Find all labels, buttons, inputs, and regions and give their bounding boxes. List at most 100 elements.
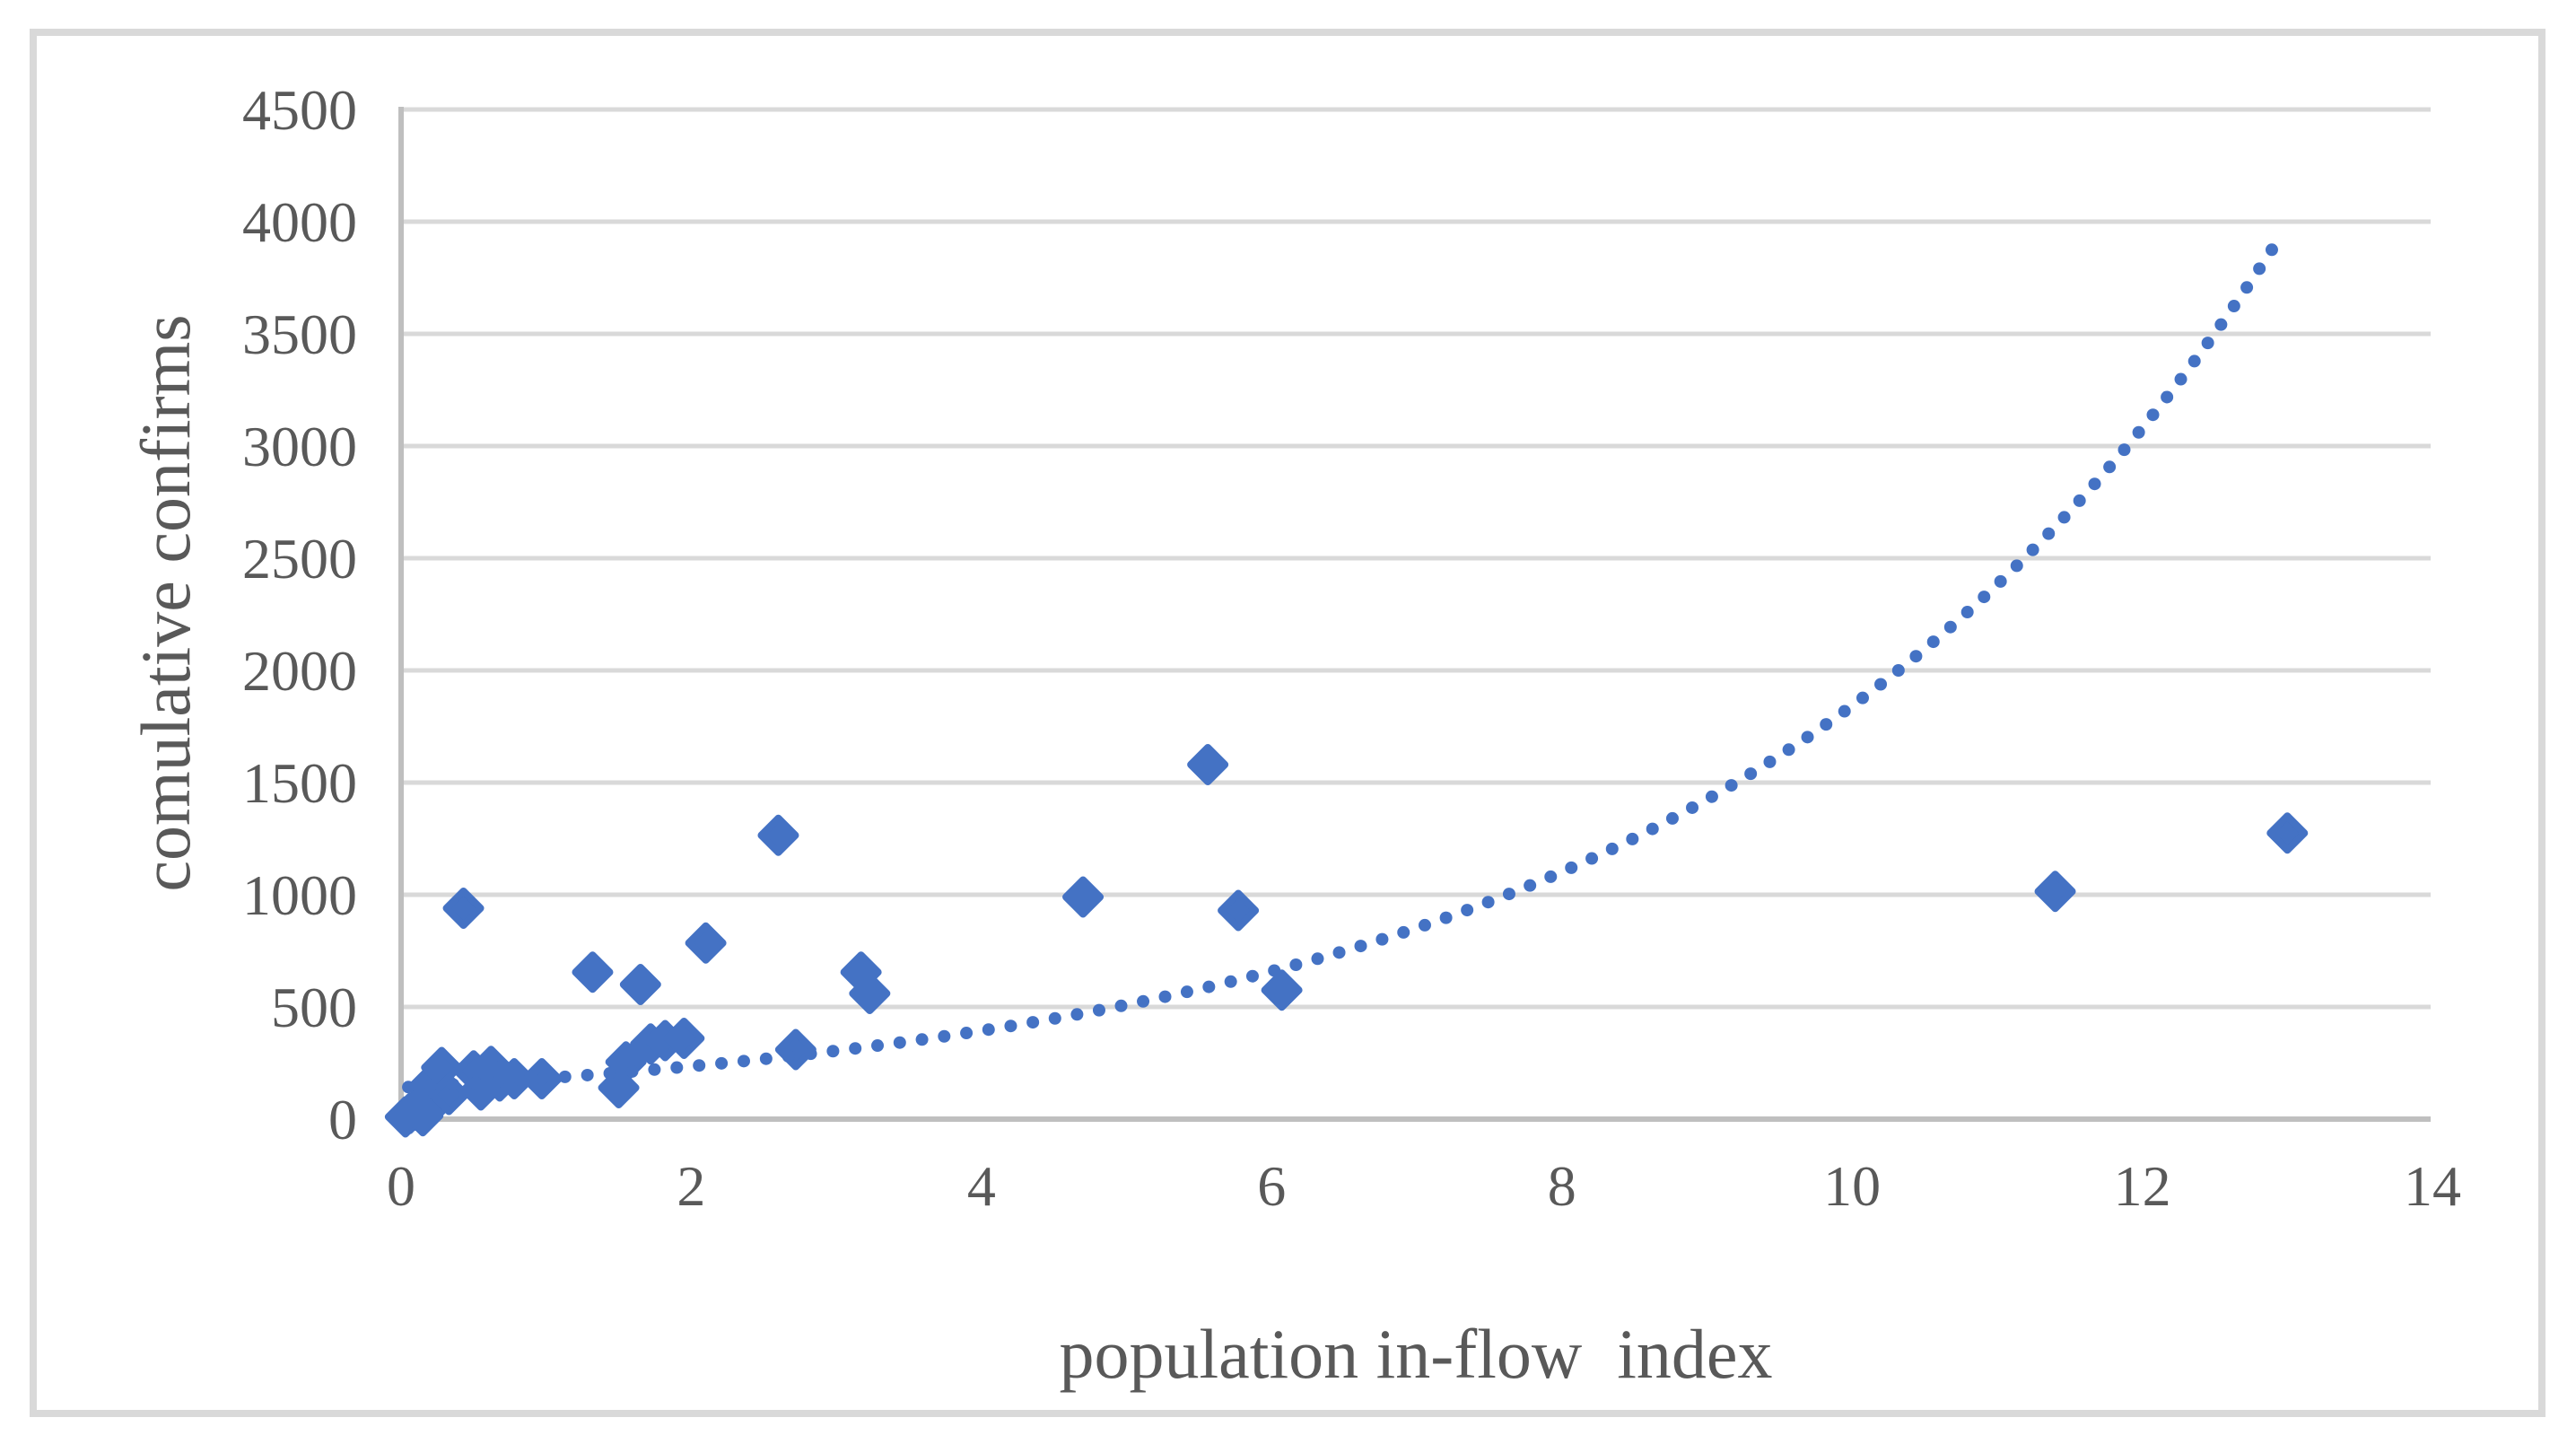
y-tick-label: 0 bbox=[328, 1088, 357, 1151]
trendline-dot bbox=[513, 1073, 527, 1087]
trendline-dot bbox=[2201, 337, 2214, 350]
trendline-dot bbox=[2026, 543, 2039, 556]
trendline-dot bbox=[960, 1027, 974, 1040]
trendline-dot bbox=[2161, 390, 2174, 404]
trendline-dot bbox=[2057, 511, 2071, 524]
chart-border bbox=[30, 29, 2545, 1417]
trendline-dot bbox=[1268, 964, 1281, 977]
y-tick-label: 3500 bbox=[242, 302, 357, 366]
trendline-dot bbox=[1311, 952, 1324, 966]
trendline-dot bbox=[2073, 494, 2086, 507]
trendline-dot bbox=[424, 1079, 438, 1092]
y-tick-label: 2500 bbox=[242, 527, 357, 591]
y-tick-label: 500 bbox=[271, 976, 357, 1039]
trendline-dot bbox=[1524, 879, 1537, 892]
trendline-dot bbox=[1978, 591, 1991, 604]
x-tick-label: 0 bbox=[387, 1154, 415, 1218]
trendline-dot bbox=[1544, 870, 1558, 883]
trendline-dot bbox=[759, 1052, 773, 1065]
trendline-dot bbox=[1926, 635, 1940, 649]
trendline-dot bbox=[1665, 811, 1679, 825]
trendline-dot bbox=[1763, 755, 1777, 768]
x-tick-label: 8 bbox=[1548, 1154, 1576, 1218]
trendline-dot bbox=[804, 1047, 817, 1061]
trendline-dot bbox=[1686, 801, 1699, 814]
trendline-dot bbox=[1289, 958, 1303, 971]
scatter-point bbox=[2034, 871, 2076, 913]
trendline-dot bbox=[1874, 678, 1888, 691]
trendline-dot bbox=[1092, 1003, 1105, 1017]
trendline-dot bbox=[625, 1064, 639, 1078]
trendline-dot bbox=[2132, 425, 2145, 439]
trendline-dot bbox=[2146, 408, 2160, 422]
scatter-point bbox=[663, 1018, 705, 1059]
trendline-dot bbox=[2010, 559, 2023, 573]
scatter-point bbox=[1187, 744, 1229, 785]
trendline-dot bbox=[1801, 731, 1814, 744]
trendline-dot bbox=[693, 1059, 706, 1072]
trendline-dot bbox=[737, 1055, 750, 1068]
y-tick-label: 3000 bbox=[242, 415, 357, 478]
trendline-dot bbox=[1626, 832, 1639, 845]
scatter-point bbox=[1062, 876, 1105, 918]
trendline-dot bbox=[1354, 940, 1367, 953]
trendline-dot bbox=[1782, 743, 1795, 757]
trendline-dot bbox=[1114, 999, 1128, 1012]
trendline-dot bbox=[826, 1045, 840, 1058]
trendline-dot bbox=[893, 1036, 906, 1049]
y-tick-label: 4500 bbox=[242, 78, 357, 142]
trendline-dot bbox=[1705, 790, 1718, 803]
scatter-point bbox=[849, 973, 891, 1014]
trendline-dot bbox=[1202, 980, 1216, 993]
scatter-point bbox=[1218, 889, 1260, 932]
trendline-dot bbox=[1744, 767, 1758, 781]
trendline-dot bbox=[468, 1076, 482, 1090]
trendline-dot bbox=[558, 1070, 572, 1083]
scatter-point bbox=[757, 814, 799, 856]
trendline-dot bbox=[1820, 718, 1833, 731]
scatter-point bbox=[619, 964, 661, 1005]
x-axis-title: population in-flow index bbox=[1059, 1315, 1773, 1393]
trendline-dot bbox=[1725, 779, 1738, 792]
trendline-dot bbox=[670, 1061, 684, 1074]
scatter-point bbox=[685, 922, 727, 964]
y-tick-label: 1500 bbox=[242, 751, 357, 815]
trendline-dot bbox=[1585, 852, 1599, 865]
trendline-dot bbox=[1461, 904, 1474, 917]
trendline-dot bbox=[1439, 911, 1453, 924]
trendline-dot bbox=[1960, 606, 1974, 619]
scatter-point bbox=[442, 888, 485, 929]
trendline-dot bbox=[2214, 318, 2228, 331]
x-tick-label: 12 bbox=[2114, 1154, 2171, 1218]
trendline-dot bbox=[1070, 1008, 1084, 1021]
x-tick-label: 10 bbox=[1823, 1154, 1881, 1218]
x-tick-label: 14 bbox=[2404, 1154, 2461, 1218]
trendline-dot bbox=[2042, 527, 2056, 540]
trendline-dot bbox=[1180, 985, 1193, 999]
trendline-dot bbox=[1026, 1016, 1040, 1029]
trendline-dot bbox=[1994, 574, 2007, 588]
trendline-dot bbox=[1565, 861, 1578, 874]
trendline-dot bbox=[2118, 443, 2131, 457]
trendline-dot bbox=[2227, 300, 2240, 313]
trendline-dot bbox=[2187, 354, 2201, 368]
trendline-dot bbox=[491, 1075, 504, 1089]
y-tick-label: 4000 bbox=[242, 190, 357, 254]
trendline-dot bbox=[1418, 918, 1431, 932]
trendline-dot bbox=[938, 1029, 951, 1043]
trendline-dot bbox=[1224, 975, 1237, 988]
trendline-dot bbox=[648, 1063, 661, 1076]
trendline-dot bbox=[1048, 1011, 1061, 1025]
x-tick-label: 6 bbox=[1257, 1154, 1286, 1218]
trendline-dot bbox=[1856, 691, 1869, 704]
trendline-dot bbox=[1605, 842, 1619, 855]
trendline-dot bbox=[402, 1081, 415, 1094]
trendline-dot bbox=[1332, 946, 1346, 959]
trendline-dot bbox=[1502, 888, 1515, 901]
trendline-dot bbox=[1838, 704, 1851, 718]
trendline-dot bbox=[2253, 262, 2266, 276]
trendline-dot bbox=[2240, 281, 2254, 294]
trendline-dot bbox=[871, 1039, 885, 1053]
